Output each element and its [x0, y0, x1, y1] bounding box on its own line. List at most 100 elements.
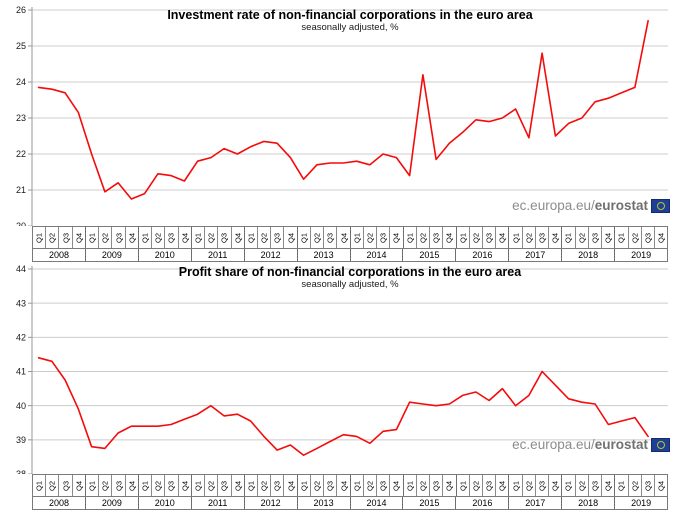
year-tick-label: 2008 [33, 497, 86, 509]
quarter-tick-label: Q3 [114, 480, 124, 491]
quarter-tick-label: Q1 [299, 232, 309, 243]
x-axis-profit: Q1 Q2 Q3 Q4 Q1 Q2 Q3 Q4 Q1 Q2 Q3 Q4 Q1 Q2 Q3 Q4 Q1 Q2 Q3 Q4… [32, 474, 668, 510]
y-axis-label: 42 [16, 333, 26, 343]
quarter-tick-cell: Q2 [364, 475, 378, 496]
quarter-tick-cell: Q2 [417, 475, 431, 496]
quarter-tick-label: Q1 [193, 232, 203, 243]
quarter-tick-label: Q2 [471, 232, 481, 243]
quarter-tick-cell: Q3 [536, 475, 550, 496]
quarter-tick-cell: Q2 [46, 227, 60, 248]
quarter-tick-label: Q4 [233, 480, 243, 491]
year-tick-label: 2011 [192, 497, 245, 509]
quarter-tick-label: Q1 [87, 232, 97, 243]
quarter-tick-label: Q1 [405, 480, 415, 491]
quarter-tick-label: Q4 [497, 480, 507, 491]
quarter-tick-label: Q4 [339, 232, 348, 243]
quarter-tick-cell: Q2 [576, 227, 589, 248]
quarter-tick-label: Q1 [87, 480, 97, 491]
quarter-tick-cell: Q1 [351, 227, 364, 248]
year-labels-row: 2008 2009 2010 2011 2012 2013 2014 2015 2016 2017… [32, 248, 668, 262]
year-tick-label: 2012 [245, 497, 298, 509]
quarter-tick-label: Q2 [100, 232, 110, 243]
quarter-tick-label: Q4 [550, 232, 560, 243]
quarter-tick-cell: Q1 [298, 475, 311, 496]
quarter-tick-label: Q3 [590, 480, 600, 491]
quarter-tick-cell: Q4 [496, 227, 510, 248]
quarter-tick-cell: Q2 [523, 475, 536, 496]
quarter-tick-cell: Q2 [629, 227, 642, 248]
quarter-tick-label: Q4 [74, 232, 84, 243]
quarter-tick-label: Q3 [643, 232, 653, 243]
quarter-tick-label: Q3 [219, 480, 229, 491]
y-axis-label: 41 [16, 367, 26, 377]
y-axis-label: 38 [16, 469, 26, 474]
quarter-tick-cell: Q1 [457, 227, 470, 248]
quarter-tick-cell: Q3 [271, 475, 285, 496]
x-axis-investment: Q1 Q2 Q3 Q4 Q1 Q2 Q3 Q4 Q1 Q2 Q3 Q4 Q1 Q2 Q3 Q4 Q1 Q2 Q3 Q4… [32, 226, 668, 262]
quarter-tick-cell: Q4 [655, 227, 667, 248]
quarter-tick-label: Q1 [405, 232, 415, 243]
quarter-tick-cell: Q1 [562, 475, 576, 496]
quarter-tick-label: Q3 [484, 232, 494, 243]
quarter-tick-cell: Q4 [232, 227, 245, 248]
quarter-tick-label: Q1 [299, 480, 309, 491]
quarter-tick-label: Q1 [140, 480, 150, 491]
chart-investment-rate: Investment rate of non-financial corpora… [16, 5, 670, 262]
year-tick-label: 2010 [139, 249, 192, 261]
quarter-tick-label: Q3 [378, 480, 388, 491]
quarter-tick-cell: Q2 [46, 475, 60, 496]
quarter-tick-label: Q2 [524, 232, 534, 243]
y-axis-label: 44 [16, 264, 26, 274]
quarter-tick-cell: Q4 [390, 227, 404, 248]
year-tick-label: 2017 [509, 249, 563, 261]
quarter-tick-label: Q1 [246, 232, 256, 243]
year-tick-label: 2012 [245, 249, 298, 261]
quarter-tick-label: Q1 [563, 232, 573, 243]
quarter-tick-cell: Q3 [59, 475, 73, 496]
quarter-tick-label: Q3 [643, 480, 653, 491]
y-axis-label: 43 [16, 298, 26, 308]
quarter-tick-label: Q1 [34, 232, 44, 243]
quarter-tick-label: Q4 [550, 480, 560, 491]
investment-rate-series-line [37, 19, 649, 200]
year-tick-label: 2015 [403, 249, 457, 261]
y-axis-label: 40 [16, 401, 26, 411]
quarter-tick-cell: Q2 [205, 227, 219, 248]
quarter-tick-cell: Q3 [377, 475, 391, 496]
year-tick-label: 2019 [631, 498, 652, 508]
quarter-tick-label: Q3 [484, 480, 494, 491]
y-axis-label: 25 [16, 41, 26, 51]
quarter-tick-label: Q1 [352, 480, 362, 491]
quarter-tick-label: Q2 [471, 480, 481, 491]
quarter-tick-cell: Q3 [483, 475, 497, 496]
year-tick-label: 2015 [403, 497, 457, 509]
quarter-tick-cell: Q4 [390, 475, 404, 496]
quarter-tick-cell: Q1 [351, 475, 364, 496]
quarter-tick-cell: Q2 [523, 227, 536, 248]
quarter-tick-cell: Q1 [457, 475, 470, 496]
quarter-tick-cell: Q4 [602, 227, 616, 248]
quarter-tick-cell: Q2 [470, 475, 483, 496]
quarter-tick-cell: Q3 [165, 227, 179, 248]
quarter-tick-cell: Q1 [615, 475, 629, 496]
quarter-tick-cell: Q3 [430, 227, 444, 248]
quarter-tick-cell: Q1 [298, 227, 311, 248]
quarter-tick-cell: Q4 [443, 227, 457, 248]
year-tick-label: 2016 [456, 249, 510, 261]
quarter-tick-cell: Q3 [642, 475, 656, 496]
year-tick-label: 2014 [351, 249, 404, 261]
quarter-tick-label: Q2 [259, 480, 269, 491]
quarter-tick-cell: Q1 [86, 475, 100, 496]
quarter-tick-cell: Q4 [443, 475, 457, 496]
quarter-tick-label: Q3 [537, 232, 547, 243]
quarter-tick-label: Q3 [272, 480, 282, 491]
quarter-tick-cell: Q1 [33, 475, 47, 496]
quarter-tick-cell: Q3 [324, 227, 338, 248]
quarter-tick-cell: Q3 [165, 475, 179, 496]
quarter-tick-label: Q1 [246, 480, 256, 491]
quarter-tick-label: Q3 [378, 232, 388, 243]
quarter-tick-label: Q3 [61, 232, 71, 243]
quarter-tick-label: Q3 [219, 232, 229, 243]
quarter-tick-label: Q2 [312, 480, 322, 491]
